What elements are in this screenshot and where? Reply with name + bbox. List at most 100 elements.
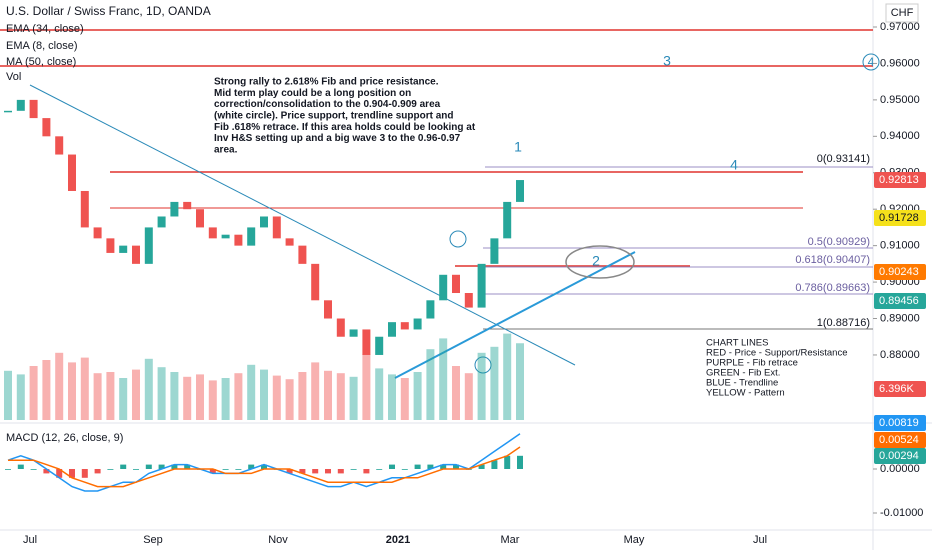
- macd-histogram: [5, 468, 11, 470]
- candle: [132, 245, 140, 264]
- candle: [400, 322, 409, 330]
- wave-circle: [449, 230, 467, 248]
- candle: [196, 209, 204, 228]
- candle: [464, 293, 473, 308]
- macd-histogram: [312, 468, 319, 474]
- x-tick-label: Jul: [753, 534, 767, 546]
- macd-histogram: [17, 464, 24, 469]
- indicator-label: Vol: [6, 71, 21, 83]
- y-tick-label: 0.91000: [880, 240, 920, 252]
- fib-label: 0.5(0.90929): [808, 236, 870, 248]
- wave-label: 4: [868, 55, 875, 69]
- indicator-label: EMA (8, close): [6, 40, 78, 52]
- price-badge: [874, 415, 926, 431]
- currency-box[interactable]: [885, 3, 919, 23]
- indicator-label: EMA (34, close): [6, 23, 84, 35]
- volume-bar: [144, 358, 153, 420]
- x-tick-label: Nov: [268, 534, 288, 546]
- volume-bar: [4, 370, 12, 420]
- legend-line: RED - Price - Support/Resistance: [706, 348, 848, 359]
- wave-label: 2: [592, 253, 600, 269]
- candle: [4, 110, 12, 113]
- volume-bar: [55, 352, 64, 420]
- target-circle: [565, 245, 635, 279]
- price-badge: [874, 293, 926, 309]
- price-badge: [874, 264, 926, 280]
- volume-bar: [29, 366, 38, 420]
- volume-bar: [426, 349, 435, 420]
- volume-bar: [362, 354, 371, 420]
- candle: [477, 263, 486, 308]
- volume-bar: [311, 362, 320, 420]
- volume-bar: [503, 333, 512, 420]
- macd-histogram: [222, 468, 229, 470]
- macd-histogram: [56, 468, 63, 478]
- chart-title: U.S. Dollar / Swiss Franc, 1D, OANDA: [6, 4, 211, 18]
- volume-bar: [336, 373, 345, 420]
- macd-histogram: [94, 468, 101, 474]
- fib-label: 0.786(0.89663): [795, 282, 870, 294]
- candle: [516, 180, 524, 202]
- y-tick-label: 0.00000: [880, 463, 920, 475]
- volume-bar: [221, 378, 230, 420]
- macd-histogram: [286, 468, 293, 474]
- legend-line: YELLOW - Pattern: [706, 388, 785, 399]
- macd-histogram: [414, 464, 421, 469]
- x-tick-label: 2021: [386, 534, 410, 546]
- volume-bar: [234, 373, 243, 420]
- price-badge-label: 0.90243: [879, 266, 919, 278]
- price-badge-label: 0.92813: [879, 174, 919, 186]
- candle: [336, 318, 345, 337]
- candle: [119, 245, 128, 253]
- currency[interactable]: CHF: [891, 7, 914, 19]
- volume-bar: [16, 374, 25, 420]
- macd-histogram: [440, 464, 447, 469]
- candle: [16, 99, 25, 111]
- candle: [272, 216, 281, 239]
- x-tick-label: Mar: [501, 534, 520, 546]
- macd-histogram: [350, 468, 357, 470]
- price-badge-label: 6.396K: [879, 383, 915, 395]
- annotation-line: Strong rally to 2.618% Fib and price res…: [214, 77, 439, 88]
- y-tick-label: 0.96000: [880, 57, 920, 69]
- candle: [490, 238, 499, 264]
- volume-bar: [413, 372, 422, 420]
- macd-histogram: [376, 468, 383, 470]
- price-badge: [874, 381, 926, 397]
- macd-histogram: [427, 464, 434, 469]
- wave-circle: [474, 356, 492, 374]
- fib-label: 0(0.93141): [817, 153, 870, 165]
- macd-histogram: [209, 468, 216, 474]
- candle: [234, 234, 243, 246]
- candle: [144, 227, 153, 264]
- macd-histogram: [120, 464, 127, 469]
- candle: [170, 201, 179, 217]
- macd-histogram: [517, 455, 523, 469]
- macd-histogram: [325, 468, 331, 474]
- macd-histogram: [389, 464, 395, 469]
- candle: [247, 227, 256, 246]
- candle: [285, 238, 294, 246]
- volume-bar: [80, 357, 89, 420]
- volume-bar: [106, 372, 115, 420]
- candle: [324, 300, 332, 319]
- macd-histogram: [363, 468, 370, 474]
- y-tick-label: 0.97000: [880, 21, 920, 33]
- candle: [42, 118, 51, 137]
- candle: [413, 318, 422, 330]
- candle: [55, 136, 64, 155]
- wave-label: 1: [514, 139, 522, 155]
- y-tick-label: 0.88000: [880, 349, 920, 361]
- macd-histogram: [81, 468, 88, 478]
- candle: [503, 201, 512, 239]
- price-badge-label: 0.91728: [879, 212, 919, 224]
- volume-bar: [42, 360, 51, 420]
- macd-histogram: [504, 455, 511, 469]
- candle: [183, 201, 192, 210]
- volume-bar: [490, 346, 499, 420]
- price-badge-label: 0.00294: [879, 450, 919, 462]
- wave-label: 3: [663, 53, 671, 69]
- candle: [29, 99, 38, 119]
